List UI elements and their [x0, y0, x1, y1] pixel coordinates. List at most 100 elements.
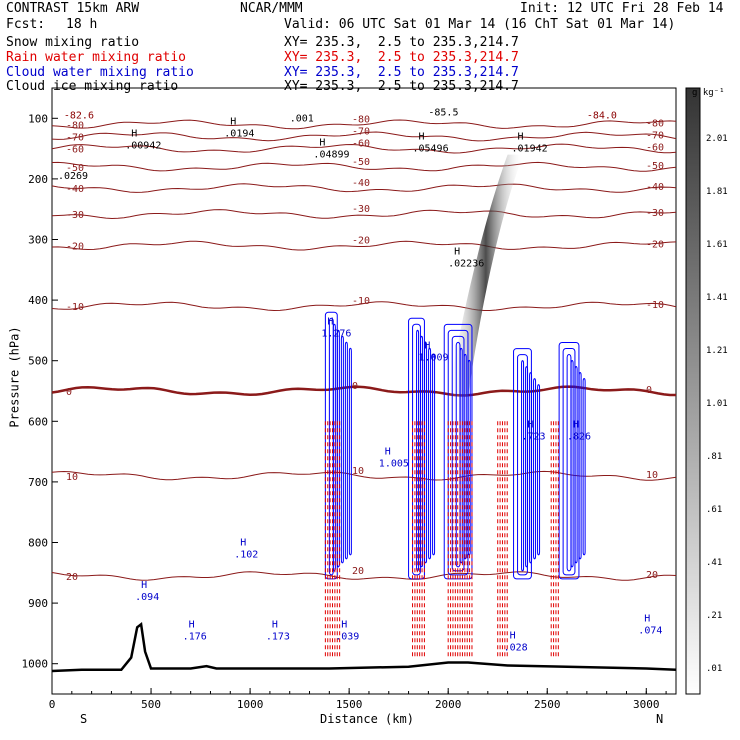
field-value-label: -82.6 — [64, 110, 94, 121]
colorbar-level-label: .81 — [706, 452, 723, 462]
cloud-high-value: .826 — [567, 431, 591, 442]
cloud-high-value: .028 — [504, 642, 528, 653]
x-tick-label: 0 — [49, 698, 56, 711]
y-tick-label: 100 — [28, 112, 48, 125]
cloud-high-marker: H — [385, 447, 391, 458]
y-tick-label: 900 — [28, 597, 48, 610]
cloud-water-contour — [529, 372, 533, 564]
isotherm-label: -60 — [352, 139, 370, 150]
colorbar-unit: g kg⁻¹ — [692, 88, 725, 98]
forecast-label: Fcst: — [6, 17, 46, 32]
cloud-water-contour — [582, 378, 586, 556]
cloud-high-marker: H — [327, 316, 333, 327]
high-marker: H — [454, 247, 460, 258]
cloud-high-value: .102 — [234, 550, 258, 561]
cloud-water-contour — [348, 347, 352, 556]
isotherm-label: 10 — [352, 466, 364, 477]
cloud-water-contour — [574, 366, 578, 564]
colorbar — [685, 87, 701, 695]
cloud-water-contour — [570, 360, 574, 568]
y-tick-label: 800 — [28, 537, 48, 550]
cloud-high-marker: H — [527, 419, 533, 430]
isotherm-label: -70 — [66, 132, 84, 143]
isotherm-label: -40 — [352, 178, 370, 189]
cloud-water-contour — [428, 347, 432, 560]
cloud-high-marker: H — [341, 619, 347, 630]
cloud-water-contour — [459, 347, 463, 564]
isotherm-line — [51, 143, 677, 154]
cloud-high-marker: H — [189, 619, 195, 630]
y-tick-label: 700 — [28, 476, 48, 489]
field-value-label: -85.5 — [428, 107, 458, 118]
isotherm-label: -20 — [66, 242, 84, 253]
isotherm-label: -10 — [66, 302, 84, 313]
cloud-high-value: .074 — [638, 625, 662, 636]
colorbar-level-label: 1.41 — [706, 293, 728, 303]
isotherm-label: 0 — [352, 381, 358, 392]
isotherm-label: -40 — [646, 182, 664, 193]
isotherm-line — [51, 301, 677, 312]
y-axis-label: Pressure (hPa) — [7, 326, 22, 428]
high-value: .05496 — [412, 144, 448, 155]
field-cloud-water-name: Cloud water mixing ratio — [6, 65, 194, 80]
field-snow-xy: XY= 235.3, 2.5 to 235.3,214.7 — [284, 35, 519, 50]
isotherm-label: -70 — [646, 130, 664, 141]
field-cloud-ice-name: Cloud ice mixing ratio — [6, 79, 179, 94]
isotherm-label: -10 — [646, 300, 664, 311]
cloud-water-contour — [420, 335, 424, 568]
isotherm-line — [51, 119, 677, 130]
south-label: S — [80, 712, 88, 726]
cloud-water-contour — [533, 378, 537, 560]
y-tick-label: 1000 — [22, 658, 49, 671]
snow-mixing-shading — [448, 154, 524, 398]
isotherm-line — [51, 209, 677, 220]
isotherm-label: 20 — [646, 570, 658, 581]
field-value-label: -84.0 — [587, 110, 617, 121]
isotherm-label: 20 — [352, 566, 364, 577]
isotherm-label: -40 — [66, 184, 84, 195]
high-marker: H — [518, 132, 524, 143]
x-tick-label: 3000 — [633, 698, 660, 711]
isotherm-line — [51, 161, 677, 172]
isotherm-line — [51, 571, 677, 581]
field-value-label: .001 — [290, 113, 314, 124]
forecast-hour: 18 h — [66, 17, 98, 32]
y-tick-label: 400 — [28, 294, 48, 307]
terrain-line — [51, 622, 677, 673]
isotherm-line — [51, 470, 677, 481]
cloud-high-value: .039 — [335, 631, 359, 642]
isotherm-label: -30 — [646, 208, 664, 219]
field-snow-name: Snow mixing ratio — [6, 35, 140, 50]
x-tick-label: 500 — [141, 698, 161, 711]
cloud-water-contour — [336, 329, 340, 568]
y-tick-label: 300 — [28, 234, 48, 247]
cloud-water-contour — [463, 353, 467, 560]
isotherm-label: -20 — [352, 236, 370, 247]
cloud-high-value: .094 — [135, 592, 159, 603]
chart-title: CONTRAST 15km ARW — [6, 1, 140, 16]
isotherm-label: 0 — [646, 385, 652, 396]
init-time: Init: 12 UTC Fri 28 Feb 14 — [520, 1, 724, 16]
colorbar-level-label: 2.01 — [706, 134, 728, 144]
isotherm-label: 10 — [66, 472, 78, 483]
isotherm-label: -70 — [352, 126, 370, 137]
isotherm-label: -60 — [66, 145, 84, 156]
isotherm-label: -10 — [352, 296, 370, 307]
x-tick-label: 1000 — [237, 698, 264, 711]
cloud-water-contour — [432, 353, 436, 556]
cloud-high-marker: H — [141, 580, 147, 591]
cloud-high-marker: H — [240, 538, 246, 549]
y-tick-label: 500 — [28, 355, 48, 368]
x-tick-label: 2500 — [534, 698, 561, 711]
isotherm-line — [51, 183, 677, 193]
isotherm-label: -50 — [66, 163, 84, 174]
high-value: .0194 — [224, 128, 254, 139]
high-marker: H — [230, 116, 236, 127]
colorbar-level-label: 1.81 — [706, 187, 728, 197]
field-rain-xy: XY= 235.3, 2.5 to 235.3,214.7 — [284, 50, 519, 65]
cloud-water-contour — [558, 342, 580, 580]
cloud-high-value: .176 — [183, 631, 207, 642]
high-value: .01942 — [512, 144, 548, 155]
field-value-label: .0269 — [58, 171, 88, 182]
valid-time: Valid: 06 UTC Sat 01 Mar 14 (16 ChT Sat … — [284, 17, 676, 32]
